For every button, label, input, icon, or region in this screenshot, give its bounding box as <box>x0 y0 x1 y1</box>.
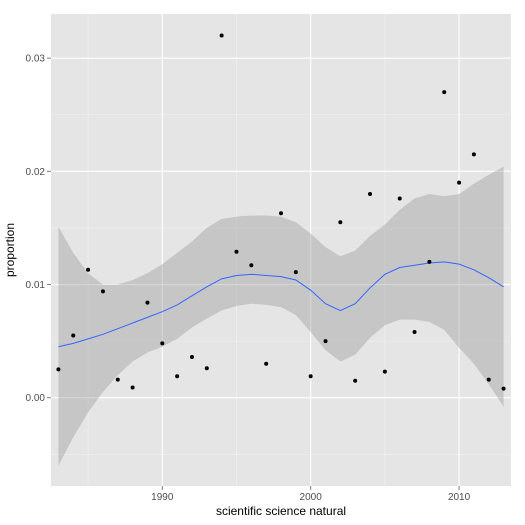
major-gridlines <box>51 14 511 486</box>
x-tick-label: 2000 <box>300 492 323 503</box>
data-point <box>175 374 180 379</box>
data-point <box>308 374 313 379</box>
data-point <box>501 386 506 391</box>
data-point <box>100 289 105 294</box>
data-point <box>397 196 402 201</box>
data-point <box>130 385 135 390</box>
data-point <box>338 220 343 225</box>
confidence-ribbon <box>58 166 504 466</box>
data-point <box>71 333 76 338</box>
data-point <box>234 249 239 254</box>
data-point <box>457 180 462 185</box>
y-axis-title: proportion <box>3 223 17 277</box>
y-tick-label: 0.03 <box>26 54 46 65</box>
data-point <box>115 377 120 382</box>
data-point <box>353 378 358 383</box>
y-tick-label: 0.00 <box>26 393 46 404</box>
data-point <box>204 366 209 371</box>
data-point <box>427 259 432 264</box>
data-point <box>219 33 224 38</box>
data-points <box>56 33 506 391</box>
x-tick-label: 2010 <box>448 492 471 503</box>
data-point <box>471 152 476 157</box>
x-tick-label: 1990 <box>151 492 174 503</box>
data-point <box>293 270 298 275</box>
data-point <box>368 191 373 196</box>
y-tick-label: 0.02 <box>26 167 46 178</box>
y-axis-ticks: 0.00 0.01 0.02 0.03 <box>26 54 51 404</box>
data-point <box>86 267 91 272</box>
x-axis-title: scientific science natural <box>216 504 346 518</box>
data-point <box>56 367 61 372</box>
data-point <box>442 90 447 95</box>
x-axis-ticks: 1990 2000 2010 <box>151 486 471 503</box>
data-point <box>145 300 150 305</box>
y-tick-label: 0.01 <box>26 280 46 291</box>
data-point <box>412 330 417 335</box>
data-point <box>382 369 387 374</box>
data-point <box>486 377 491 382</box>
plot-panel <box>51 14 511 486</box>
data-point <box>249 263 254 268</box>
data-point <box>189 354 194 359</box>
data-point <box>264 361 269 366</box>
data-point <box>279 211 283 216</box>
data-point <box>160 341 165 346</box>
data-point <box>323 339 328 344</box>
